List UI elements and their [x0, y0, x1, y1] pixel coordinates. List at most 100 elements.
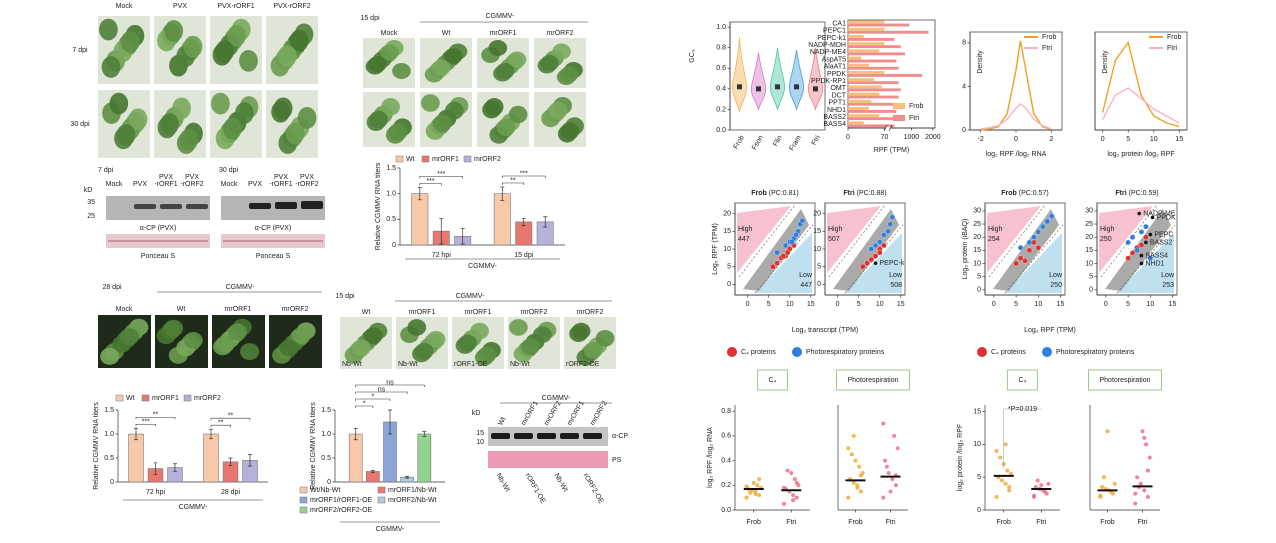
bar	[848, 81, 899, 85]
y-tick-label: 10	[723, 246, 731, 253]
y-tick-label: 0.6	[721, 433, 731, 440]
low-cloud	[845, 233, 902, 293]
data-point	[1005, 468, 1010, 473]
legend-label: Frob	[1042, 34, 1057, 41]
fold-line	[988, 204, 1064, 294]
column-label: mrORF1	[225, 306, 252, 313]
marker-label: 35	[87, 199, 95, 206]
legend-label: Photorespiratory proteins	[806, 349, 885, 356]
y-tick-label: 0.4	[721, 457, 731, 464]
band	[491, 433, 510, 439]
y-tick-label: 10	[973, 441, 981, 448]
median-marker	[756, 86, 761, 92]
bar	[848, 42, 885, 46]
labeled-point	[1137, 211, 1142, 216]
y-tick-label: 15	[723, 228, 731, 235]
blot-time: 30 dpi	[219, 167, 239, 174]
x-tick-label: 28 dpi	[221, 489, 241, 496]
leaf	[532, 326, 552, 343]
bar	[848, 99, 872, 103]
y-tick-label: AspAT5	[822, 56, 846, 63]
data-point	[782, 501, 787, 506]
y-tick-label: 1.5	[104, 407, 114, 414]
bar	[848, 45, 901, 49]
error-bar	[460, 228, 465, 245]
band	[514, 433, 533, 439]
data-point	[1026, 247, 1033, 254]
point-label: PPDK	[1157, 214, 1176, 221]
y-tick-label: 10	[1085, 260, 1093, 267]
error-bar	[405, 475, 410, 479]
leaf	[234, 102, 254, 125]
error-bar	[134, 427, 138, 441]
bar	[848, 59, 897, 63]
y-tick-label: 5	[1089, 273, 1093, 280]
median-marker	[737, 84, 742, 90]
bar	[203, 433, 219, 483]
data-point	[1013, 260, 1019, 267]
leaf	[368, 56, 387, 72]
leaf	[239, 50, 258, 72]
lane-label: PVX	[300, 174, 314, 181]
y-tick-label: 5	[977, 273, 981, 280]
x-tick-label: Frob	[848, 519, 863, 526]
data-point	[774, 260, 780, 266]
error-bar	[370, 470, 375, 473]
bar	[848, 23, 910, 27]
title-box	[836, 369, 910, 391]
data-point	[1017, 244, 1024, 251]
data-point	[1142, 435, 1147, 440]
data-point	[851, 480, 856, 485]
significance-bracket	[355, 398, 391, 401]
legend-label: Frob	[909, 103, 924, 110]
labeled-point	[1148, 232, 1153, 237]
bar	[848, 124, 895, 128]
y-axis-label: Relative CGMMV RNA titers	[93, 402, 100, 490]
data-point	[1135, 475, 1140, 480]
y-tick-label: PEPC1	[823, 28, 846, 35]
leaf	[291, 327, 311, 345]
data-point	[876, 249, 883, 256]
leaf	[508, 105, 528, 124]
leaf	[380, 44, 399, 61]
y-tick-label: 5	[727, 264, 731, 271]
y-tick-label: NHD1	[827, 107, 846, 114]
legend-marker	[792, 347, 802, 357]
y-axis-label: log₂ RPF /log₂ RNA	[707, 427, 714, 488]
y-tick-label: 0.8	[721, 408, 731, 415]
column-label: Wt	[442, 30, 451, 37]
data-point	[999, 478, 1004, 483]
low-label: Low	[799, 272, 813, 279]
leaf	[509, 319, 528, 336]
significance-label: ***	[520, 170, 528, 177]
error-bar	[388, 409, 392, 435]
y-axis-label: log₂ protein /log₂ RPF	[957, 424, 964, 491]
error-bar	[248, 454, 252, 467]
y-tick-label: 20	[1085, 234, 1093, 241]
leaf	[179, 128, 199, 151]
y-tick-label: BASS4	[823, 121, 846, 128]
leaf	[227, 323, 247, 341]
data-point	[1125, 239, 1131, 246]
data-point	[881, 495, 886, 500]
data-point	[893, 483, 898, 488]
antibody-label: α-CP (PVX)	[255, 225, 292, 232]
significance-label: ***	[437, 171, 445, 178]
data-point	[784, 249, 791, 256]
leaf	[488, 40, 508, 56]
x-tick-label: 0	[746, 301, 750, 308]
leaf	[120, 30, 140, 53]
legend-marker	[1042, 347, 1052, 357]
high-label: High	[1100, 226, 1115, 233]
x-tick-label: 0	[1104, 301, 1108, 308]
group-label: CGMMV-	[468, 263, 497, 270]
leaf	[215, 335, 235, 353]
x-axis-label: log₂ protein /log₂ RPF	[1107, 151, 1174, 158]
x-tick-label: 5	[1126, 301, 1130, 308]
y-tick-label: 0.2	[716, 106, 726, 113]
bar	[848, 49, 880, 53]
significance-bracket	[355, 384, 425, 387]
legend-label: mrORF2/rORF2-OE	[310, 507, 373, 514]
host-label: Nb-Wt	[398, 361, 418, 368]
